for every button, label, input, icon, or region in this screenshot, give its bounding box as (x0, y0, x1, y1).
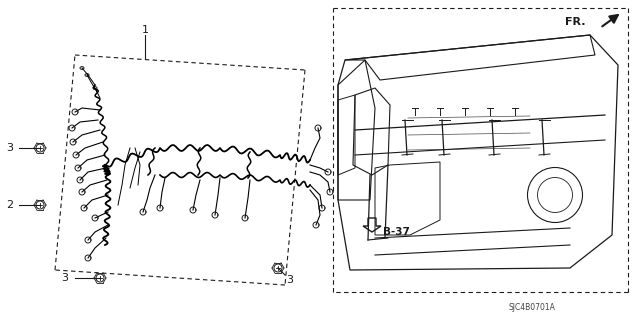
Text: B-37: B-37 (383, 227, 410, 237)
Text: 2: 2 (6, 200, 13, 210)
Text: 3: 3 (61, 273, 68, 283)
Text: 1: 1 (141, 25, 148, 35)
Text: 3: 3 (6, 143, 13, 153)
Text: FR.: FR. (566, 17, 586, 27)
Text: 3: 3 (287, 275, 294, 285)
Text: SJC4B0701A: SJC4B0701A (509, 303, 556, 313)
